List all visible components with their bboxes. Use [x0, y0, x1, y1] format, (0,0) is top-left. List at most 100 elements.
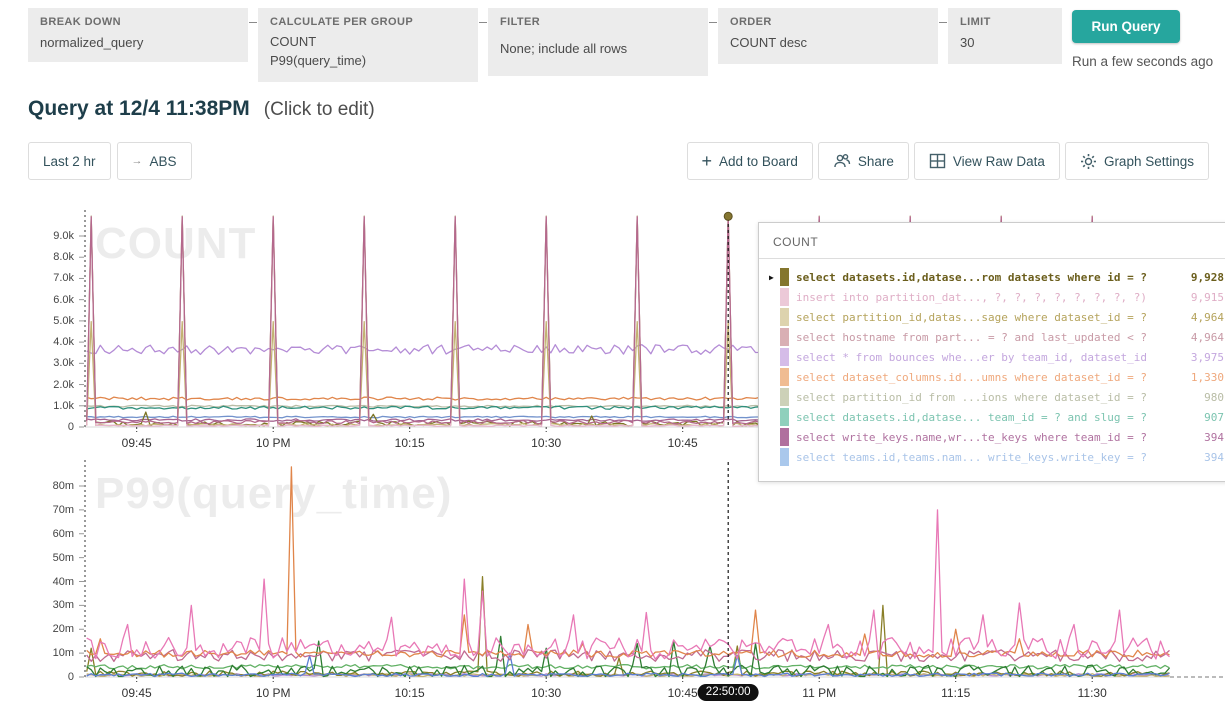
- legend-row[interactable]: select hostname from part... = ? and las…: [759, 327, 1225, 347]
- block-label: CALCULATE PER GROUP: [270, 16, 414, 28]
- legend-row[interactable]: select partition_id from ...ions where d…: [759, 387, 1225, 407]
- legend-query-text: select datasets.id,datase... team_id = ?…: [796, 410, 1147, 424]
- legend-rows: ▶ select datasets.id,datase...rom dataset…: [759, 267, 1225, 467]
- y-axis-tick-label: 4.0k: [53, 336, 74, 349]
- y-axis-tick-label: 10m: [52, 647, 74, 660]
- block-connector: [249, 22, 257, 23]
- legend-row[interactable]: ▶ select datasets.id,datase...rom dataset…: [759, 267, 1225, 287]
- y-axis-tick-label: 9.0k: [53, 230, 74, 242]
- y-axis-tick-label: 0: [67, 421, 74, 433]
- legend-count-value: 1,330: [1190, 370, 1224, 384]
- y-axis-tick-label: 60m: [52, 527, 74, 540]
- legend-query-text: select teams.id,teams.nam... write_keys.…: [796, 450, 1147, 464]
- y-axis-tick-label: 30m: [52, 599, 74, 612]
- legend-query-text: select partition_id,datas...sage where d…: [796, 310, 1147, 324]
- legend-query-text: insert into partition_dat..., ?, ?, ?, ?…: [796, 290, 1147, 304]
- block-label: BREAK DOWN: [40, 16, 121, 28]
- p99-chart-canvas[interactable]: [0, 455, 1225, 691]
- y-axis-tick-label: 3.0k: [53, 357, 74, 370]
- raw-data-grid-icon: [929, 153, 946, 169]
- block-value: COUNT: [270, 34, 317, 49]
- legend-count-value: 9,915: [1190, 290, 1224, 304]
- x-axis-tick-label: 10 PM: [255, 686, 291, 700]
- add-to-board-button[interactable]: + Add to Board: [686, 142, 813, 180]
- y-axis-tick-label: 70m: [52, 503, 74, 516]
- crosshair-time-badge: 22:50:00: [697, 684, 759, 701]
- time-range-button[interactable]: Last 2 hr: [28, 142, 111, 180]
- block-value: normalized_query: [40, 35, 144, 50]
- legend-count-value: 980: [1204, 390, 1224, 404]
- block-label: FILTER: [500, 16, 541, 28]
- legend-count-value: 394: [1204, 430, 1224, 444]
- x-axis-tick-label: 10:30: [531, 436, 562, 450]
- hover-legend-panel: COUNT ▶ select datasets.id,datase...rom d…: [758, 222, 1225, 482]
- last-run-status: Run a few seconds ago: [1072, 54, 1214, 69]
- series-color-swatch: [780, 348, 789, 366]
- x-axis-tick-label: 10:45: [667, 436, 698, 450]
- series-color-swatch: [780, 328, 789, 346]
- legend-row[interactable]: select partition_id,datas...sage where d…: [759, 307, 1225, 327]
- hovered-point-marker: [723, 211, 733, 221]
- block-connector: [939, 22, 947, 23]
- legend-query-text: select partition_id from ...ions where d…: [796, 390, 1147, 404]
- block-value: COUNT desc: [730, 35, 808, 50]
- legend-count-value: 4,964: [1190, 330, 1224, 344]
- run-query-button[interactable]: Run Query: [1072, 10, 1180, 43]
- block-connector: [479, 22, 487, 23]
- legend-row[interactable]: select datasets.id,datase... team_id = ?…: [759, 407, 1225, 427]
- x-axis-tick-label: 09:45: [121, 436, 152, 450]
- graph-settings-button[interactable]: Graph Settings: [1064, 142, 1209, 180]
- p99-chart[interactable]: P99(query_time) 80m 70m 60m 50m 40m 30m 20m 10m…: [0, 455, 1225, 705]
- y-axis-tick-label: 0: [67, 671, 74, 683]
- abs-toggle-button[interactable]: → ABS: [116, 142, 192, 180]
- share-icon: [833, 153, 851, 169]
- query-block-breakdown[interactable]: BREAK DOWN normalized_query: [28, 8, 248, 62]
- query-block-calculate[interactable]: CALCULATE PER GROUP COUNT P99(query_time…: [258, 8, 478, 82]
- count-chart-watermark: COUNT: [95, 219, 257, 268]
- block-value: P99(query_time): [270, 53, 367, 68]
- series-line: [86, 466, 1170, 658]
- legend-count-value: 4,964: [1190, 310, 1224, 324]
- view-raw-data-label: View Raw Data: [952, 153, 1045, 169]
- legend-row[interactable]: select * from bounces whe...er by team_i…: [759, 347, 1225, 367]
- view-raw-data-button[interactable]: View Raw Data: [913, 142, 1060, 180]
- series-color-swatch: [780, 448, 789, 466]
- x-axis-tick-label: 11:15: [941, 686, 971, 700]
- legend-row[interactable]: select write_keys.name,wr...te_keys wher…: [759, 427, 1225, 447]
- legend-row[interactable]: select teams.id,teams.nam... write_keys.…: [759, 447, 1225, 467]
- page-title[interactable]: Query at 12/4 11:38PM: [28, 97, 250, 120]
- x-axis-tick-label: 09:45: [121, 686, 152, 700]
- series-line: [86, 652, 1170, 678]
- series-color-swatch: [780, 268, 789, 286]
- block-value: 30: [960, 35, 975, 50]
- y-axis-tick-label: 8.0k: [53, 251, 74, 264]
- p99-chart-watermark: P99(query_time): [95, 469, 453, 518]
- series-line: [86, 654, 1170, 670]
- y-axis-tick-label: 7.0k: [53, 272, 74, 285]
- y-axis-tick-label: 6.0k: [53, 293, 74, 306]
- query-block-order[interactable]: ORDER COUNT desc: [718, 8, 938, 64]
- series-line: [86, 509, 1170, 660]
- add-to-board-label: Add to Board: [719, 153, 798, 169]
- y-axis-tick-label: 20m: [52, 623, 74, 636]
- legend-query-text: select write_keys.name,wr...te_keys wher…: [796, 430, 1147, 444]
- legend-count-value: 907: [1204, 410, 1224, 424]
- legend-query-text: select dataset_columns.id...umns where d…: [796, 370, 1147, 384]
- legend-row[interactable]: insert into partition_dat..., ?, ?, ?, ?…: [759, 287, 1225, 307]
- legend-query-text: select datasets.id,datase...rom datasets…: [796, 270, 1147, 284]
- block-connector: [709, 22, 717, 23]
- query-block-limit[interactable]: LIMIT 30: [948, 8, 1062, 64]
- block-label: ORDER: [730, 16, 772, 28]
- share-button[interactable]: Share: [817, 142, 909, 180]
- series-color-swatch: [780, 308, 789, 326]
- block-label: LIMIT: [960, 16, 991, 28]
- x-axis-tick-label: 10:45: [667, 686, 698, 700]
- series-color-swatch: [780, 428, 789, 446]
- plus-icon: +: [701, 151, 713, 171]
- query-block-filter[interactable]: FILTER None; include all rows: [488, 8, 708, 76]
- legend-count-value: 9,928: [1190, 270, 1224, 284]
- legend-row[interactable]: select dataset_columns.id...umns where d…: [759, 367, 1225, 387]
- click-to-edit-hint[interactable]: (Click to edit): [263, 99, 375, 120]
- y-axis-tick-label: 2.0k: [53, 378, 74, 391]
- y-axis-tick-label: 5.0k: [53, 314, 74, 327]
